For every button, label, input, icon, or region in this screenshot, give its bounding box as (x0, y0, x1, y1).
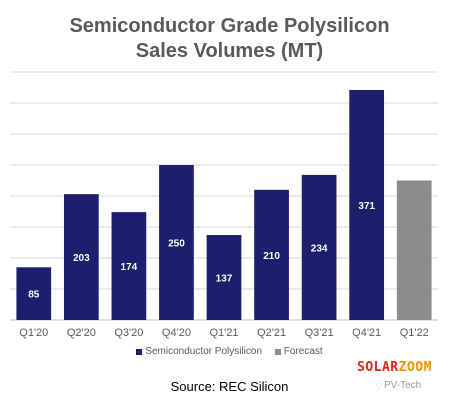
x-tick-label-3: Q3'20 (114, 327, 143, 339)
x-axis-tick-labels: Q1'20 Q2'20 Q3'20 Q4'20 Q1'21 Q2'21 Q3'21 Q4'21… (19, 327, 428, 339)
bar-value-label-5: 137 (216, 274, 233, 285)
bar-value-label-4: 250 (168, 239, 185, 250)
legend-item-series-2: Forecast (274, 346, 323, 357)
chart-title-line-2: Sales Volumes (MT) (135, 40, 324, 62)
legend-swatch-series-2 (274, 348, 281, 355)
pvtech-logo-text: PV-Tech (383, 380, 422, 391)
pvtech-mark-icon: ◌ (376, 380, 382, 391)
legend: Semiconductor Polysilicon Forecast (0, 346, 459, 358)
x-tick-label-5: Q1'21 (209, 327, 238, 339)
bar-actual-8 (349, 89, 385, 320)
x-tick-label-4: Q4'20 (162, 327, 191, 339)
bar-actual-3 (111, 212, 147, 320)
bar-value-label-3: 174 (121, 262, 138, 273)
bar-actual-4 (159, 165, 194, 320)
chart-title-line-1: Semiconductor Grade Polysilicon (69, 15, 390, 37)
chart-title: Semiconductor Grade Polysilicon Sales Vo… (0, 14, 459, 64)
x-tick-label-7: Q3'21 (305, 327, 334, 339)
bar-actual-6 (254, 189, 289, 320)
x-tick-label-2: Q2'20 (67, 327, 96, 339)
bar-actual-5 (206, 235, 242, 320)
solarzoom-logo-part-2: ZOOM (398, 360, 432, 375)
bar-value-label-8: 371 (358, 201, 375, 212)
data-labels: 85 203 174 250 137 210 234 371 (28, 201, 375, 301)
x-tick-label-6: Q2'21 (257, 327, 286, 339)
x-tick-label-1: Q1'20 (19, 327, 48, 339)
source-caption: Source: REC Silicon (170, 379, 289, 394)
legend-item-series-1: Semiconductor Polysilicon (136, 346, 262, 357)
bar-value-label-1: 85 (28, 290, 40, 301)
bar-value-label-2: 203 (73, 253, 90, 264)
x-tick-label-9: Q1'22 (400, 327, 429, 339)
bars (16, 89, 432, 320)
bar-actual-1 (16, 267, 52, 320)
bar-actual-7 (301, 174, 337, 320)
bar-value-label-7: 234 (311, 243, 328, 254)
solarzoom-logo-part-1: SOLAR (357, 360, 399, 375)
bar-actual-2 (63, 194, 99, 320)
legend-label-series-1: Semiconductor Polysilicon (145, 346, 263, 357)
legend-swatch-series-1 (136, 348, 143, 355)
pvtech-logo: ◌ PV-Tech (376, 380, 421, 391)
legend-label-series-2: Forecast (283, 346, 323, 357)
bar-value-label-6: 210 (263, 251, 280, 262)
x-tick-label-8: Q4'21 (352, 327, 381, 339)
bar-forecast-9 (396, 180, 432, 320)
solarzoom-logo: SOLARZOOM (357, 360, 432, 375)
